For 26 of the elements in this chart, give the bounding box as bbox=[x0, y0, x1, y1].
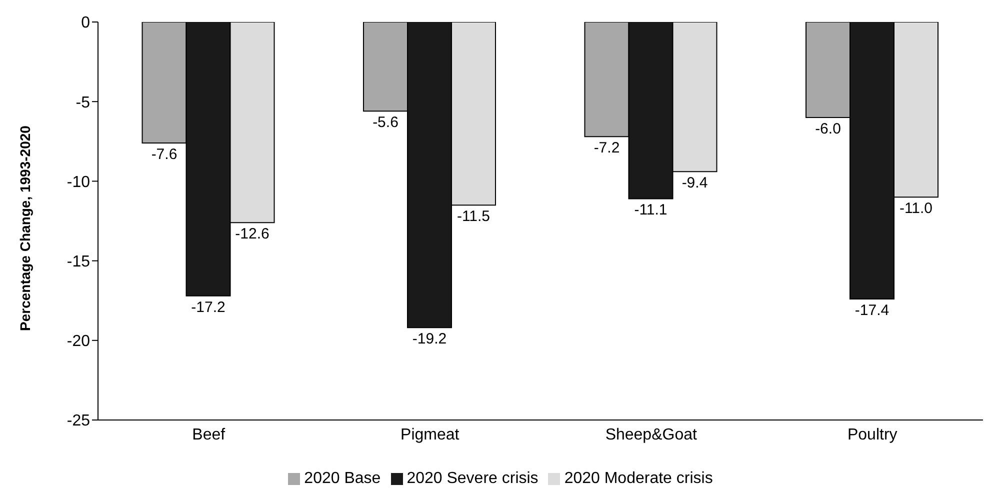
data-label: -12.6 bbox=[235, 226, 270, 243]
y-tick-label: -20 bbox=[66, 333, 90, 350]
data-label: -19.2 bbox=[412, 330, 447, 348]
data-label: -17.2 bbox=[191, 298, 226, 316]
data-label: -5.6 bbox=[372, 114, 398, 132]
y-tick-label: -5 bbox=[76, 94, 90, 112]
data-label: -7.6 bbox=[151, 146, 178, 163]
x-tick-label: Sheep&Goat bbox=[605, 426, 698, 444]
x-tick-label: Pigmeat bbox=[400, 426, 460, 444]
data-label: -7.2 bbox=[594, 140, 620, 157]
data-label: -6.0 bbox=[815, 120, 841, 138]
y-tick-label: -15 bbox=[66, 253, 90, 270]
data-label: -11.5 bbox=[456, 208, 490, 226]
x-tick-label: Poultry bbox=[847, 426, 898, 444]
legend-label: 2020 Base bbox=[304, 470, 381, 487]
data-label: -9.4 bbox=[682, 174, 708, 192]
x-tick-label: Beef bbox=[192, 426, 226, 444]
y-tick-label: -10 bbox=[66, 174, 90, 191]
data-label: -17.4 bbox=[854, 302, 890, 320]
legend-label: 2020 Moderate crisis bbox=[564, 470, 713, 487]
data-label: -11.1 bbox=[634, 202, 668, 219]
data-label: -11.0 bbox=[899, 200, 933, 218]
y-tick-label: -25 bbox=[66, 412, 90, 430]
legend-label: 2020 Severe crisis bbox=[406, 470, 538, 487]
y-axis-title: Percentage Change, 1993-2020 bbox=[16, 125, 33, 331]
y-tick-label: 0 bbox=[81, 14, 90, 32]
